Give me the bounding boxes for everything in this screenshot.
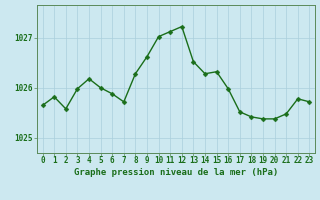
X-axis label: Graphe pression niveau de la mer (hPa): Graphe pression niveau de la mer (hPa) — [74, 168, 278, 177]
